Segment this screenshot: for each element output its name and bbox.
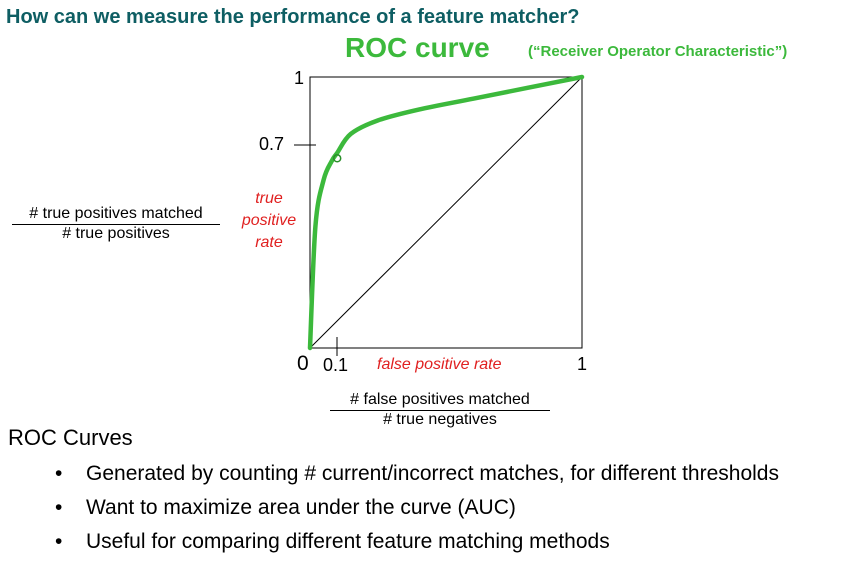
section-heading: ROC Curves bbox=[8, 425, 133, 450]
x-tick-0.1: 0.1 bbox=[323, 355, 349, 375]
bullet-list: • Generated by counting # current/incorr… bbox=[55, 460, 835, 562]
y-tick-0.7: 0.7 bbox=[259, 134, 285, 154]
tpr-label: true positive rate bbox=[234, 188, 304, 254]
bullet-icon: • bbox=[55, 496, 63, 519]
plot-frame bbox=[309, 76, 583, 349]
bullet-text: Generated by counting # current/incorrec… bbox=[86, 462, 779, 485]
diagonal-reference-line bbox=[309, 76, 583, 349]
roc-curve-line bbox=[307, 74, 585, 351]
bullet-item: • Generated by counting # current/incorr… bbox=[55, 460, 835, 487]
y-tick-top: 1 bbox=[294, 68, 305, 88]
bullet-icon: • bbox=[55, 530, 63, 553]
roc-title: ROC curve bbox=[345, 32, 490, 63]
origin-label: 0 bbox=[297, 352, 309, 375]
tpr-label-line: rate bbox=[255, 234, 283, 251]
fpr-fraction-denominator: # true negatives bbox=[383, 411, 497, 428]
bullet-text: Want to maximize area under the curve (A… bbox=[86, 496, 516, 519]
slide-title: How can we measure the performance of a … bbox=[6, 6, 580, 28]
roc-chart bbox=[294, 74, 585, 356]
fpr-fraction-numerator: # false positives matched bbox=[330, 391, 550, 411]
roc-subtitle: (“Receiver Operator Characteristic”) bbox=[528, 43, 788, 60]
x-tick-right: 1 bbox=[577, 354, 588, 374]
highlight-point bbox=[332, 154, 342, 163]
tpr-fraction: # true positives matched # true positive… bbox=[12, 205, 220, 243]
bullet-icon: • bbox=[55, 462, 63, 485]
tpr-fraction-numerator: # true positives matched bbox=[12, 205, 220, 225]
bullet-text: Useful for comparing different feature m… bbox=[86, 530, 610, 553]
bullet-item: • Useful for comparing different feature… bbox=[55, 528, 835, 555]
tpr-fraction-denominator: # true positives bbox=[62, 225, 170, 242]
tpr-label-line: true bbox=[255, 190, 283, 207]
fpr-fraction: # false positives matched # true negativ… bbox=[330, 391, 550, 429]
fpr-label: false positive rate bbox=[377, 356, 502, 373]
tpr-label-line: positive bbox=[241, 212, 297, 229]
bullet-item: • Want to maximize area under the curve … bbox=[55, 494, 835, 521]
